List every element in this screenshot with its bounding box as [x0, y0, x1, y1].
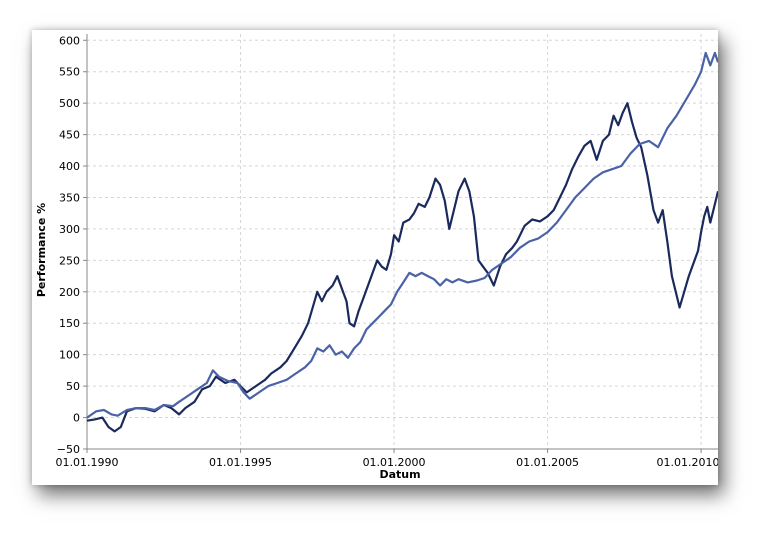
y-tick-label: 0	[73, 412, 80, 425]
axes	[83, 34, 718, 453]
series-line-2	[86, 51, 718, 419]
series-line-1	[86, 102, 718, 433]
y-tick-label: 250	[59, 254, 80, 267]
y-tick-label: 550	[59, 66, 80, 79]
y-tick-label: 350	[59, 191, 80, 204]
tick-labels: −50 0 50 100 150 200 250 300 350 400 450 500 550 600 0…	[56, 34, 718, 469]
y-tick-label: 500	[59, 97, 80, 110]
y-tick-label: 200	[59, 286, 80, 299]
x-tick-label: 01.01.2000	[363, 456, 426, 469]
y-tick-label: 450	[59, 129, 80, 142]
x-tick-label: 01.01.2010	[657, 456, 718, 469]
y-tick-label: 100	[59, 349, 80, 362]
y-tick-label: 600	[59, 34, 80, 47]
y-tick-label: 400	[59, 160, 80, 173]
x-tick-label: 01.01.1995	[209, 456, 272, 469]
chart-panel: −50 0 50 100 150 200 250 300 350 400 450 500 550 600 0…	[32, 30, 718, 485]
y-tick-label: 50	[66, 380, 80, 393]
series-lines	[86, 51, 718, 433]
x-tick-label: 01.01.2005	[516, 456, 579, 469]
x-axis-title: Datum	[379, 468, 420, 481]
y-tick-label: 300	[59, 223, 80, 236]
grid	[86, 34, 718, 450]
y-axis-title: Performance %	[35, 203, 48, 297]
x-tick-label: 01.01.1990	[56, 456, 119, 469]
performance-chart: −50 0 50 100 150 200 250 300 350 400 450 500 550 600 0…	[35, 34, 718, 481]
y-tick-label: 150	[59, 317, 80, 330]
y-tick-label: −50	[57, 443, 80, 456]
